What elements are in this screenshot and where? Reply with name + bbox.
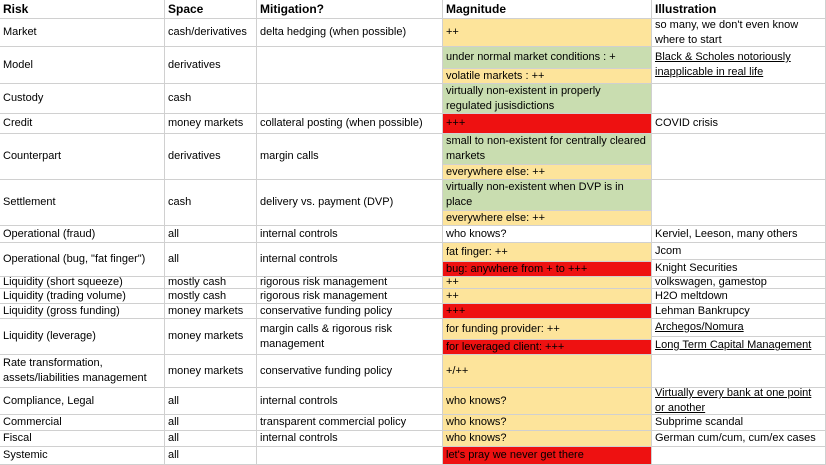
magnitude-cell: who knows? — [443, 388, 652, 415]
illustration-cell: volkswagen, gamestop — [652, 277, 826, 289]
illustration-cell: COVID crisis — [652, 114, 826, 134]
mitigation-cell: internal controls — [257, 388, 443, 415]
space-cell: money markets — [165, 304, 257, 319]
illustration-cell: Black & Scholes notoriously inapplicable… — [652, 47, 826, 84]
mitigation-cell: transparent commercial policy — [257, 415, 443, 431]
magnitude-cell: volatile markets : ++ — [443, 69, 652, 84]
space-cell: derivatives — [165, 134, 257, 180]
illustration-cell: Subprime scandal — [652, 415, 826, 431]
magnitude-cell: virtually non-existent in properly regul… — [443, 84, 652, 114]
risk-cell: Liquidity (leverage) — [0, 319, 165, 355]
space-cell: all — [165, 447, 257, 465]
magnitude-cell: fat finger: ++ — [443, 243, 652, 262]
magnitude-cell: ++ — [443, 19, 652, 47]
risk-cell: Custody — [0, 84, 165, 114]
magnitude-cell: +/++ — [443, 355, 652, 388]
mitigation-cell: margin calls — [257, 134, 443, 180]
mitigation-cell: rigorous risk management — [257, 277, 443, 289]
magnitude-cell: who knows? — [443, 226, 652, 243]
magnitude-cell: under normal market conditions : + — [443, 47, 652, 69]
mitigation-cell — [257, 447, 443, 465]
illustration-cell: Kerviel, Leeson, many others — [652, 226, 826, 243]
illustration-cell — [652, 447, 826, 465]
magnitude-cell: ++ — [443, 289, 652, 304]
magnitude-cell: virtually non-existent when DVP is in pl… — [443, 180, 652, 211]
header-illustration: Illustration — [652, 0, 826, 19]
risk-cell: Compliance, Legal — [0, 388, 165, 415]
mitigation-cell — [257, 84, 443, 114]
space-cell: mostly cash — [165, 289, 257, 304]
space-cell: money markets — [165, 114, 257, 134]
magnitude-cell: ++ — [443, 277, 652, 289]
mitigation-cell: margin calls & rigorous risk management — [257, 319, 443, 355]
magnitude-cell: who knows? — [443, 415, 652, 431]
space-cell: mostly cash — [165, 277, 257, 289]
illustration-cell: H2O meltdown — [652, 289, 826, 304]
risk-cell: Counterpart — [0, 134, 165, 180]
illustration-cell: Virtually every bank at one point or ano… — [652, 388, 826, 415]
risk-cell: Market — [0, 19, 165, 47]
illustration-cell: Lehman Bankrupcy — [652, 304, 826, 319]
magnitude-cell: everywhere else: ++ — [443, 165, 652, 180]
mitigation-cell: internal controls — [257, 226, 443, 243]
magnitude-cell: who knows? — [443, 431, 652, 447]
risk-cell: Fiscal — [0, 431, 165, 447]
space-cell: all — [165, 415, 257, 431]
space-cell: money markets — [165, 355, 257, 388]
mitigation-cell: rigorous risk management — [257, 289, 443, 304]
risk-cell: Credit — [0, 114, 165, 134]
magnitude-cell: let's pray we never get there — [443, 447, 652, 465]
space-cell: cash — [165, 84, 257, 114]
illustration-cell: Jcom — [652, 243, 826, 260]
magnitude-cell: bug: anywhere from + to +++ — [443, 262, 652, 277]
illustration-cell: German cum/cum, cum/ex cases — [652, 431, 826, 447]
risk-cell: Commercial — [0, 415, 165, 431]
mitigation-cell: delta hedging (when possible) — [257, 19, 443, 47]
risk-cell: Operational (bug, "fat finger") — [0, 243, 165, 277]
space-cell: derivatives — [165, 47, 257, 84]
space-cell: all — [165, 431, 257, 447]
mitigation-cell: delivery vs. payment (DVP) — [257, 180, 443, 226]
risk-cell: Model — [0, 47, 165, 84]
illustration-cell: Long Term Capital Management — [652, 337, 826, 355]
header-magnitude: Magnitude — [443, 0, 652, 19]
mitigation-cell — [257, 47, 443, 84]
magnitude-cell: small to non-existent for centrally clea… — [443, 134, 652, 165]
mitigation-cell: conservative funding policy — [257, 355, 443, 388]
space-cell: all — [165, 226, 257, 243]
illustration-cell: so many, we don't even know where to sta… — [652, 19, 826, 47]
magnitude-cell: for leveraged client: +++ — [443, 340, 652, 355]
illustration-cell: Knight Securities — [652, 260, 826, 277]
illustration-cell — [652, 84, 826, 114]
risk-cell: Settlement — [0, 180, 165, 226]
space-cell: cash/derivatives — [165, 19, 257, 47]
header-space: Space — [165, 0, 257, 19]
risk-cell: Systemic — [0, 447, 165, 465]
risk-cell: Liquidity (short squeeze) — [0, 277, 165, 289]
risk-cell: Liquidity (gross funding) — [0, 304, 165, 319]
magnitude-cell: +++ — [443, 114, 652, 134]
mitigation-cell: conservative funding policy — [257, 304, 443, 319]
illustration-cell — [652, 355, 826, 388]
space-cell: all — [165, 243, 257, 277]
risk-cell: Liquidity (trading volume) — [0, 289, 165, 304]
space-cell: money markets — [165, 319, 257, 355]
magnitude-cell: +++ — [443, 304, 652, 319]
mitigation-cell: internal controls — [257, 431, 443, 447]
illustration-cell — [652, 180, 826, 226]
header-risk: Risk — [0, 0, 165, 19]
header-mitigation: Mitigation? — [257, 0, 443, 19]
magnitude-cell: for funding provider: ++ — [443, 319, 652, 340]
space-cell: all — [165, 388, 257, 415]
space-cell: cash — [165, 180, 257, 226]
risk-cell: Rate transformation, assets/liabilities … — [0, 355, 165, 388]
magnitude-cell: everywhere else: ++ — [443, 211, 652, 226]
risk-cell: Operational (fraud) — [0, 226, 165, 243]
mitigation-cell: collateral posting (when possible) — [257, 114, 443, 134]
illustration-cell — [652, 134, 826, 180]
mitigation-cell: internal controls — [257, 243, 443, 277]
illustration-cell: Archegos/Nomura — [652, 319, 826, 337]
